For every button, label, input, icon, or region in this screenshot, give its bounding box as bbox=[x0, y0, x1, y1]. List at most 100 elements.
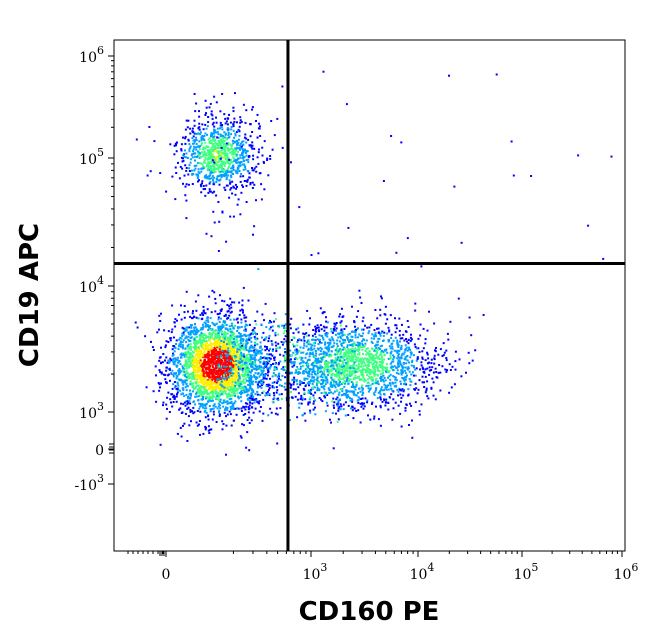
event-dot bbox=[158, 383, 161, 386]
event-dot bbox=[235, 338, 238, 341]
event-dot bbox=[342, 338, 344, 341]
event-dot bbox=[232, 353, 235, 356]
event-dot bbox=[335, 412, 337, 415]
event-dot bbox=[372, 370, 375, 373]
event-dot bbox=[234, 400, 237, 403]
event-dot bbox=[224, 145, 227, 148]
event-dot bbox=[239, 392, 242, 394]
event-dot bbox=[208, 405, 211, 407]
event-dot bbox=[244, 320, 247, 323]
event-dot bbox=[240, 410, 243, 412]
event-dot bbox=[212, 161, 215, 164]
event-dot bbox=[211, 361, 214, 364]
event-dot bbox=[290, 372, 293, 375]
event-dot bbox=[220, 152, 223, 155]
event-dot bbox=[373, 329, 376, 332]
event-dot bbox=[364, 379, 367, 382]
event-dot bbox=[384, 322, 387, 325]
event-dot bbox=[198, 172, 201, 175]
event-dot bbox=[244, 381, 247, 384]
event-dot bbox=[173, 345, 176, 348]
event-dot bbox=[219, 389, 222, 392]
event-dot bbox=[223, 164, 226, 167]
event-dot bbox=[187, 357, 190, 360]
event-dot bbox=[367, 332, 370, 335]
event-dot bbox=[224, 133, 227, 136]
event-dot bbox=[245, 109, 248, 112]
event-dot bbox=[232, 185, 235, 188]
event-dot bbox=[196, 410, 199, 412]
event-dot bbox=[360, 328, 363, 331]
event-dot bbox=[371, 382, 374, 385]
event-dot bbox=[173, 153, 176, 156]
event-dot bbox=[244, 364, 247, 367]
event-dot bbox=[199, 385, 202, 388]
event-dot bbox=[235, 171, 238, 174]
event-dot bbox=[207, 355, 209, 358]
event-dot bbox=[222, 369, 224, 372]
event-dot bbox=[238, 313, 241, 316]
event-dot bbox=[197, 330, 200, 333]
event-dot bbox=[336, 367, 339, 370]
event-dot bbox=[166, 396, 169, 399]
event-dot bbox=[185, 352, 188, 355]
event-dot bbox=[173, 397, 176, 400]
event-dot bbox=[344, 401, 347, 404]
event-dot bbox=[215, 333, 218, 335]
event-dot bbox=[200, 136, 203, 138]
event-dot bbox=[208, 140, 211, 143]
event-dot bbox=[198, 140, 201, 143]
event-dot bbox=[365, 348, 368, 351]
event-dot bbox=[182, 383, 185, 386]
event-dot bbox=[326, 341, 329, 344]
event-dot bbox=[340, 383, 343, 385]
event-dot bbox=[204, 153, 207, 156]
event-dot bbox=[374, 332, 377, 335]
event-dot bbox=[182, 331, 185, 334]
event-dot bbox=[195, 143, 198, 145]
event-dot bbox=[223, 154, 226, 157]
event-dot bbox=[205, 152, 208, 155]
event-dot bbox=[210, 155, 213, 158]
event-dot bbox=[218, 411, 220, 414]
event-dot bbox=[184, 128, 187, 131]
event-dot bbox=[319, 370, 322, 373]
event-dot bbox=[247, 299, 250, 302]
event-dot bbox=[259, 345, 262, 348]
event-dot bbox=[185, 362, 188, 365]
event-dot bbox=[190, 330, 193, 332]
event-dot bbox=[204, 416, 207, 419]
event-dot bbox=[358, 387, 361, 390]
event-dot bbox=[343, 374, 346, 377]
event-dot bbox=[218, 409, 221, 412]
event-dot bbox=[232, 406, 235, 409]
event-dot bbox=[380, 354, 383, 357]
event-dot bbox=[389, 347, 392, 350]
event-dot bbox=[371, 354, 374, 356]
event-dot bbox=[340, 351, 342, 354]
event-dot bbox=[228, 398, 231, 401]
event-dot bbox=[221, 299, 224, 302]
event-dot bbox=[210, 368, 213, 371]
event-dot bbox=[320, 386, 323, 388]
event-dot bbox=[198, 339, 201, 342]
event-dot bbox=[387, 401, 390, 404]
event-dot bbox=[217, 375, 220, 378]
event-dot bbox=[321, 371, 324, 374]
event-dot bbox=[421, 375, 424, 378]
event-dot bbox=[187, 331, 190, 334]
event-dot bbox=[384, 349, 387, 352]
event-dot bbox=[377, 327, 380, 330]
event-dot bbox=[170, 372, 173, 374]
event-dot bbox=[352, 417, 355, 420]
event-dot bbox=[374, 334, 377, 337]
event-dot bbox=[373, 393, 376, 396]
event-dot bbox=[251, 131, 254, 133]
event-dot bbox=[207, 149, 210, 152]
event-dot bbox=[391, 382, 394, 385]
event-dot bbox=[232, 392, 235, 395]
event-dot bbox=[319, 307, 322, 310]
event-dot bbox=[233, 136, 236, 139]
event-dot bbox=[210, 110, 213, 113]
event-dot bbox=[219, 178, 222, 181]
